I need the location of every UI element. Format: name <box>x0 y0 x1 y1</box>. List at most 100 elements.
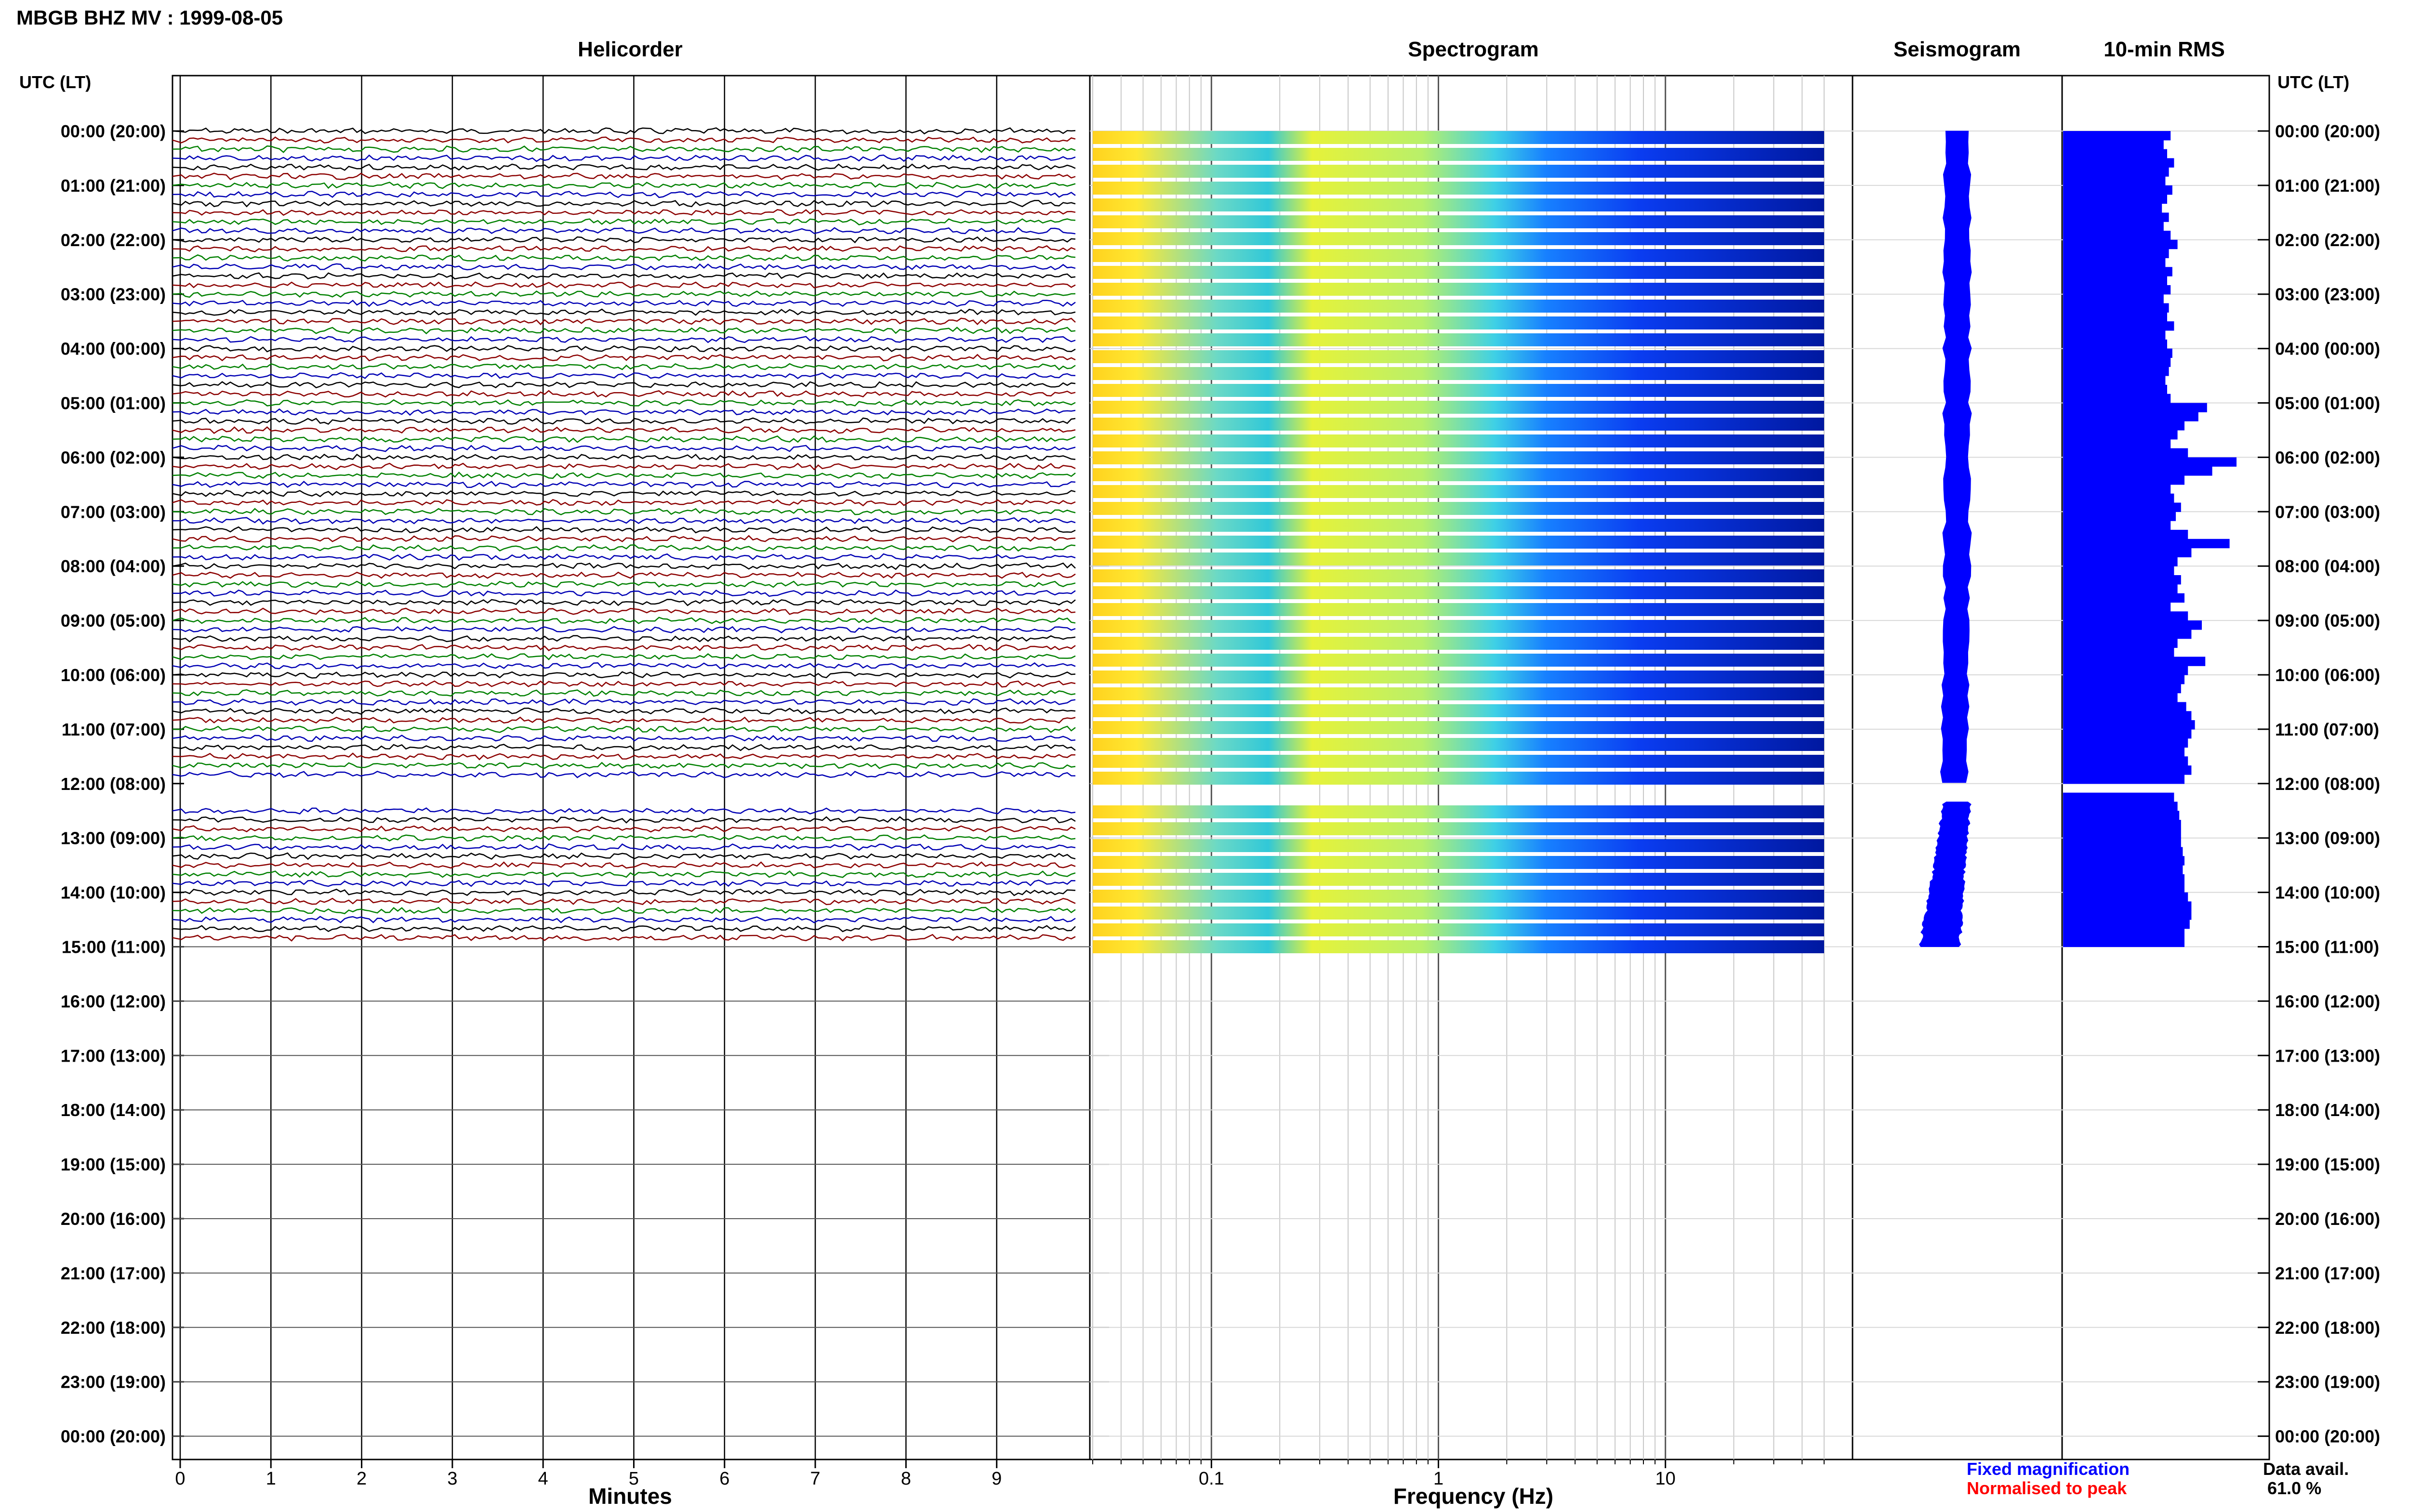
rms-bar <box>2063 684 2181 694</box>
rms-bar <box>2063 711 2192 721</box>
rms-bar <box>2063 475 2184 485</box>
helicorder-traces <box>172 127 1076 942</box>
rms-bar <box>2063 729 2192 739</box>
rms-bar <box>2063 738 2188 748</box>
hour-label-right: 00:00 (20:00) <box>2275 121 2380 141</box>
helicorder-trace <box>172 263 1076 271</box>
spectrogram-strip <box>1093 215 1824 228</box>
spectrogram-strip <box>1093 485 1824 498</box>
hour-label-right: 17:00 (13:00) <box>2275 1046 2380 1065</box>
rms-bar <box>2063 593 2184 603</box>
helicorder-trace <box>172 771 1076 778</box>
rms-bar <box>2063 856 2184 866</box>
spectrogram-strip <box>1093 839 1824 852</box>
spectrogram-strip <box>1093 333 1824 346</box>
helicorder-trace <box>172 281 1076 289</box>
spectrogram-strip <box>1093 738 1824 751</box>
hour-label-right: 09:00 (05:00) <box>2275 611 2380 631</box>
rms-bar <box>2063 176 2166 186</box>
spectrogram-xlabel: Frequency (Hz) <box>1393 1484 1553 1509</box>
helicorder-trace <box>172 635 1076 643</box>
rms-bar <box>2063 539 2230 549</box>
helicorder-trace <box>172 154 1076 162</box>
rms-bar <box>2063 185 2172 195</box>
helicorder-trace <box>172 716 1076 724</box>
helicorder-trace <box>172 345 1076 353</box>
helicorder-trace <box>172 571 1076 579</box>
helicorder-trace <box>172 617 1076 624</box>
spectrogram-strip <box>1093 418 1824 431</box>
helicorder-trace <box>172 744 1076 751</box>
hour-label-right: 13:00 (09:00) <box>2275 828 2380 848</box>
spectrogram-strip <box>1093 384 1824 397</box>
rms-bar <box>2063 502 2181 512</box>
spectrogram-strip <box>1093 586 1824 599</box>
rms-bar <box>2063 158 2174 168</box>
helicorder-trace <box>172 435 1076 443</box>
spectrogram-strip <box>1093 654 1824 667</box>
freq-tick-label: 10 <box>1655 1469 1676 1489</box>
freq-tick-label: 1 <box>1433 1469 1443 1489</box>
rms-bars <box>2063 131 2237 947</box>
helicorder-trace <box>172 544 1076 552</box>
rms-bar <box>2063 629 2192 639</box>
helicorder-trace <box>172 489 1076 498</box>
helicorder-xlabel: Minutes <box>588 1484 672 1509</box>
helicorder-trace <box>172 272 1076 280</box>
helicorder-trace <box>172 752 1076 761</box>
rms-bar <box>2063 167 2169 177</box>
helicorder-trace <box>172 707 1076 715</box>
helicorder-trace <box>172 381 1076 389</box>
spectrogram-strip <box>1093 165 1824 178</box>
helicorder-trace <box>172 762 1076 769</box>
rms-bar <box>2063 512 2176 521</box>
rms-bar <box>2063 675 2184 684</box>
rms-bar <box>2063 937 2184 947</box>
spectrogram-strip <box>1093 536 1824 549</box>
rms-bar <box>2063 403 2207 412</box>
helicorder-trace <box>172 535 1076 543</box>
spectrogram-strip <box>1093 923 1824 936</box>
hour-label-left: 23:00 (19:00) <box>61 1372 166 1392</box>
hour-label-right: 19:00 (15:00) <box>2275 1155 2380 1174</box>
hour-label-right: 01:00 (21:00) <box>2275 176 2380 196</box>
rms-bar <box>2063 847 2183 856</box>
helicorder-trace <box>172 408 1076 416</box>
rms-bar <box>2063 702 2186 711</box>
helicorder-trace <box>172 825 1076 833</box>
helicorder-trace <box>172 671 1076 679</box>
helicorder-trace <box>172 607 1076 615</box>
spectrogram-strip <box>1093 367 1824 380</box>
panel-frames <box>172 75 2270 1460</box>
helicorder-trace <box>172 916 1076 923</box>
spectrogram-strip <box>1093 569 1824 582</box>
helicorder-trace <box>172 888 1076 896</box>
spectrogram-strip <box>1093 890 1824 903</box>
helicorder-trace <box>172 182 1076 189</box>
spectrogram-strip <box>1093 772 1824 785</box>
seismogram-envelope <box>1919 131 1972 947</box>
helicorder-trace <box>172 390 1076 398</box>
rms-bar <box>2063 765 2192 775</box>
rms-bar <box>2063 602 2171 612</box>
rms-bar <box>2063 802 2178 811</box>
spectrogram-strip <box>1093 940 1824 953</box>
hour-labels: 00:00 (20:00) 00:00 (20:00) 01:00 (21:00) 0… <box>61 121 2380 1446</box>
spectrogram-strip <box>1093 620 1824 633</box>
hour-label-left: 00:00 (20:00) <box>61 1427 166 1446</box>
rms-bar <box>2063 357 2171 367</box>
rms-bar <box>2063 303 2169 313</box>
helicorder-trace <box>172 880 1076 887</box>
spectrogram-strip <box>1093 283 1824 296</box>
hour-label-right: 05:00 (01:00) <box>2275 394 2380 413</box>
rms-bar <box>2063 212 2169 222</box>
helicorder-trace <box>172 254 1076 262</box>
spectrogram-strip <box>1093 671 1824 684</box>
rms-bar <box>2063 394 2171 404</box>
rms-bar <box>2063 838 2181 848</box>
helicorder-trace <box>172 199 1076 208</box>
helicorder-trace <box>172 300 1076 307</box>
helicorder-trace <box>172 852 1076 860</box>
hour-label-right: 06:00 (02:00) <box>2275 447 2380 467</box>
